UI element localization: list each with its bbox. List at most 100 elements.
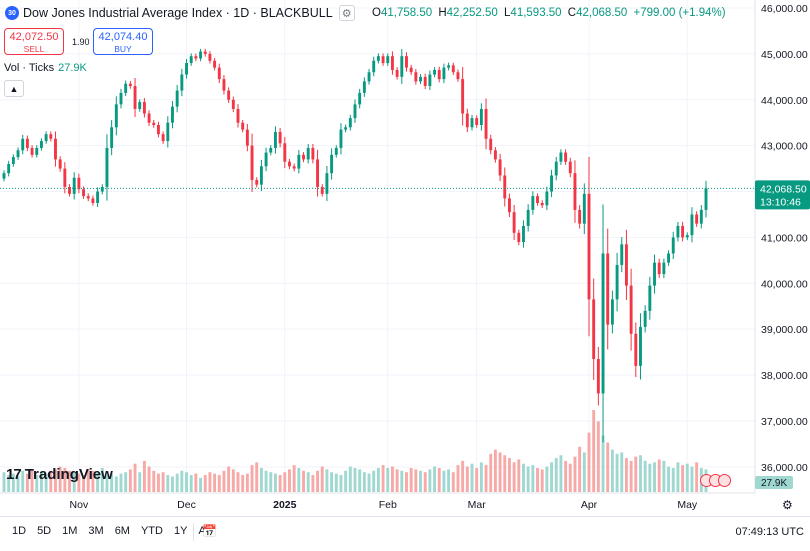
candle-body bbox=[615, 264, 619, 300]
candle-body bbox=[704, 188, 708, 210]
candle-body bbox=[433, 69, 437, 75]
candle-body bbox=[503, 175, 507, 199]
candle-body bbox=[573, 173, 577, 210]
volume-bar bbox=[208, 472, 212, 492]
range-1m[interactable]: 1M bbox=[62, 525, 78, 537]
volume-bar bbox=[185, 472, 188, 492]
volume-bar bbox=[657, 459, 661, 492]
candle-body bbox=[133, 86, 137, 109]
range-1d[interactable]: 1D bbox=[12, 525, 27, 537]
volume-bar bbox=[559, 455, 563, 492]
axis-settings-icon[interactable]: ⚙ bbox=[782, 498, 793, 512]
range-all[interactable]: All bbox=[198, 525, 211, 537]
volume-bar bbox=[269, 472, 273, 492]
price-tick-label: 44,000.00 bbox=[761, 95, 808, 107]
candle-body bbox=[199, 51, 203, 59]
candle-body bbox=[128, 83, 132, 86]
volume-bar bbox=[91, 470, 95, 492]
candle-body bbox=[119, 92, 123, 105]
candle-body bbox=[49, 134, 53, 139]
candle-body bbox=[30, 147, 34, 155]
candle-body bbox=[320, 186, 324, 194]
candle-body bbox=[72, 177, 76, 194]
volume-bar bbox=[302, 470, 305, 492]
volume-bar bbox=[695, 462, 699, 492]
sell-button[interactable]: 42,072.50 SELL bbox=[4, 28, 64, 55]
candle-body bbox=[142, 102, 146, 114]
volume-bar bbox=[522, 463, 525, 492]
range-6m[interactable]: 6M bbox=[114, 525, 130, 537]
volume-bar bbox=[442, 470, 446, 492]
candle-body bbox=[582, 193, 586, 224]
candle-body bbox=[699, 209, 703, 224]
collapse-legend-button[interactable]: ▲ bbox=[4, 80, 24, 97]
volume-bar bbox=[484, 465, 488, 492]
volume-bar bbox=[259, 467, 263, 492]
us-flag-icon[interactable] bbox=[718, 474, 731, 487]
bottom-toolbar: 1D 5D 1M 3M 6M YTD 1Y All 📅 07:49:13 UTC bbox=[0, 516, 810, 551]
volume-bar bbox=[292, 465, 296, 492]
candle-body bbox=[381, 56, 385, 64]
volume-bar bbox=[423, 472, 427, 492]
volume-bar bbox=[526, 466, 530, 492]
volume-bar bbox=[283, 472, 287, 492]
candle-body bbox=[531, 196, 535, 210]
volume-bar bbox=[447, 469, 451, 492]
calendar-goto-icon[interactable]: 📅 bbox=[202, 524, 217, 538]
range-3m[interactable]: 3M bbox=[88, 525, 104, 537]
volume-bar bbox=[49, 470, 53, 492]
volume-bar bbox=[662, 460, 666, 492]
volume-bar bbox=[138, 472, 142, 492]
candle-body bbox=[152, 122, 156, 125]
volume-axis-badge bbox=[755, 476, 793, 489]
volume-bar bbox=[690, 466, 694, 492]
volume-bar bbox=[554, 458, 558, 492]
range-ytd[interactable]: YTD bbox=[140, 525, 163, 537]
candle-body bbox=[522, 225, 525, 242]
range-1y[interactable]: 1Y bbox=[173, 525, 188, 537]
volume-bar bbox=[306, 472, 310, 492]
volume-bar bbox=[199, 477, 203, 492]
candle-body bbox=[479, 108, 483, 125]
tradingview-logo[interactable]: 17 TradingView bbox=[6, 466, 113, 483]
volume-bar bbox=[278, 475, 282, 492]
volume-bar bbox=[667, 466, 671, 492]
volume-bar bbox=[620, 452, 624, 492]
ohlc-low: 41,593.50 bbox=[510, 7, 562, 19]
volume-legend[interactable]: Vol · Ticks 27.9K bbox=[4, 62, 87, 74]
utc-clock[interactable]: 07:49:13 UTC bbox=[735, 526, 804, 538]
price-tick-label: 39,000.00 bbox=[761, 324, 808, 336]
volume-bar bbox=[465, 466, 469, 492]
candle-body bbox=[405, 56, 408, 68]
volume-bar bbox=[152, 470, 156, 492]
range-5d[interactable]: 5D bbox=[37, 525, 52, 537]
candle-body bbox=[292, 166, 296, 169]
candle-body bbox=[550, 175, 554, 192]
volume-bar bbox=[414, 469, 418, 492]
candle-body bbox=[629, 285, 633, 334]
volume-bar bbox=[536, 467, 539, 492]
volume-bar bbox=[311, 475, 315, 492]
buy-button[interactable]: 42,074.40 BUY bbox=[93, 28, 153, 55]
candle-body bbox=[250, 145, 254, 181]
symbol-title[interactable]: Dow Jones Industrial Average Index · 1D … bbox=[23, 6, 333, 20]
volume-bar bbox=[63, 467, 67, 492]
symbol-header: 30 Dow Jones Industrial Average Index · … bbox=[0, 0, 355, 26]
buy-price: 42,074.40 bbox=[98, 31, 148, 43]
event-markers[interactable] bbox=[700, 474, 731, 487]
volume-bar bbox=[395, 469, 399, 492]
candle-body bbox=[138, 102, 142, 109]
candle-body bbox=[86, 196, 90, 199]
volume-bar bbox=[348, 466, 352, 492]
candle-body bbox=[475, 118, 479, 125]
candle-body bbox=[63, 168, 67, 187]
candle-body bbox=[564, 152, 568, 162]
candle-body bbox=[283, 143, 287, 162]
volume-bar bbox=[77, 473, 81, 492]
settings-icon[interactable]: ⚙ bbox=[338, 5, 355, 21]
chevron-up-icon: ▲ bbox=[9, 83, 19, 94]
candle-body bbox=[493, 150, 497, 160]
candle-body bbox=[194, 56, 198, 59]
volume-bar bbox=[100, 467, 104, 492]
